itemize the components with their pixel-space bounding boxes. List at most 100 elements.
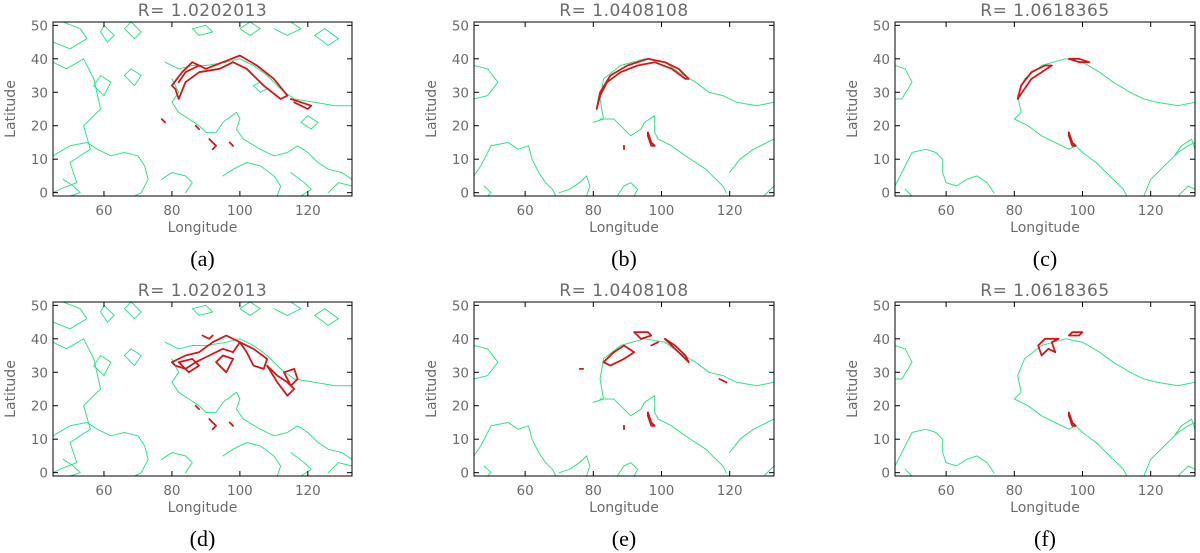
green-contour-d-0 xyxy=(53,302,88,330)
y-tick-label: 10 xyxy=(452,152,469,168)
green-contour-e-8 xyxy=(763,465,774,476)
panel-title: R= 1.0202013 xyxy=(138,281,267,301)
y-axis-label: Latitude xyxy=(424,360,440,418)
red-contour-e-0 xyxy=(602,344,636,367)
panel-caption: (b) xyxy=(611,246,637,271)
green-contour-d-10 xyxy=(164,338,352,387)
green-contour-a-17 xyxy=(327,182,352,194)
green-contour-f-4 xyxy=(904,468,913,476)
x-tick-label: 100 xyxy=(649,483,675,499)
y-axis-label: Latitude xyxy=(845,360,861,418)
green-contour-a-19 xyxy=(300,115,319,130)
x-tick-label: 60 xyxy=(95,203,112,219)
green-contour-a-8 xyxy=(93,75,112,97)
green-contour-d-5 xyxy=(239,302,261,316)
y-tick-label: 30 xyxy=(452,85,469,101)
red-contour-d-3 xyxy=(239,341,268,370)
panel-f: 60 80 100 120 0 10 20 30 40 50 R= 1.0618365 Longitu… xyxy=(845,281,1196,551)
x-tick-label: 100 xyxy=(227,203,253,219)
green-contour-d-15 xyxy=(222,442,282,476)
green-contour-c-2 xyxy=(1013,118,1128,196)
y-axis-label: Latitude xyxy=(845,80,861,138)
green-contour-d-8 xyxy=(93,355,112,377)
y-tick-label: 0 xyxy=(881,466,890,482)
y-axis-label: Latitude xyxy=(3,80,19,138)
x-tick-label: 60 xyxy=(95,483,112,499)
green-contour-e-0 xyxy=(474,345,499,380)
y-tick-label: 0 xyxy=(39,466,48,482)
green-contour-b-6 xyxy=(616,182,639,196)
green-contour-a-13 xyxy=(62,178,81,196)
panel-e: 60 80 100 120 0 10 20 30 40 50 R= 1.0408108 Longitu… xyxy=(424,281,775,551)
green-contour-a-6 xyxy=(273,22,302,36)
green-contour-b-8 xyxy=(763,185,774,196)
green-contour-f-6 xyxy=(1174,418,1195,437)
green-contour-e-2 xyxy=(599,395,727,474)
green-contour-b-3 xyxy=(474,142,557,196)
green-contour-d-17 xyxy=(327,462,352,474)
green-contour-a-4 xyxy=(191,24,214,36)
y-tick-label: 20 xyxy=(452,119,469,135)
y-tick-label: 40 xyxy=(31,332,48,348)
y-axis-label: Latitude xyxy=(424,80,440,138)
y-tick-label: 40 xyxy=(873,52,890,68)
y-tick-label: 40 xyxy=(452,332,469,348)
contours-e xyxy=(474,331,774,476)
panel-caption: (f) xyxy=(1034,526,1056,551)
red-contour-a-4 xyxy=(194,124,200,130)
green-contour-f-5 xyxy=(1143,422,1195,476)
red-contour-e-5 xyxy=(718,378,728,384)
green-contour-d-2 xyxy=(100,304,115,323)
green-contour-a-7 xyxy=(314,28,339,46)
green-contour-e-1 xyxy=(592,338,774,403)
red-contour-d-9 xyxy=(228,421,234,427)
y-tick-label: 50 xyxy=(452,298,469,314)
x-tick-label: 60 xyxy=(938,483,955,499)
green-contour-b-5 xyxy=(558,175,591,196)
panel-d: 60 80 100 120 0 10 20 30 40 50 R= 1.0202013 Longitu… xyxy=(3,281,353,551)
red-contour-b-1 xyxy=(647,131,656,147)
green-contour-a-14 xyxy=(161,172,193,194)
red-contour-f-0 xyxy=(1037,337,1060,357)
green-contour-c-4 xyxy=(904,188,913,196)
red-contour-a-6 xyxy=(228,141,234,147)
x-tick-label: 60 xyxy=(517,483,534,499)
red-contour-d-5 xyxy=(283,368,299,387)
green-contour-a-11 xyxy=(171,78,352,180)
x-tick-label: 120 xyxy=(717,203,743,219)
x-tick-label: 80 xyxy=(163,203,180,219)
red-contour-e-2 xyxy=(664,337,690,364)
y-tick-label: 20 xyxy=(31,399,48,415)
x-tick-label: 60 xyxy=(517,203,534,219)
green-contour-c-6 xyxy=(1174,138,1195,157)
green-contour-a-5 xyxy=(239,22,261,36)
red-contour-a-3 xyxy=(160,118,166,124)
x-tick-label: 60 xyxy=(938,203,955,219)
red-contour-e-1 xyxy=(633,331,653,340)
green-contour-a-2 xyxy=(100,24,115,43)
y-tick-label: 50 xyxy=(873,18,890,34)
y-tick-label: 30 xyxy=(31,85,48,101)
green-contour-a-1 xyxy=(53,58,102,194)
red-contour-d-2 xyxy=(215,354,234,374)
y-tick-label: 20 xyxy=(873,119,890,135)
panel-title: R= 1.0618365 xyxy=(980,281,1109,301)
red-contour-c-2 xyxy=(1068,131,1077,147)
panel-caption: (c) xyxy=(1033,246,1057,271)
plot-frame xyxy=(473,301,775,477)
green-contour-b-7 xyxy=(729,138,774,174)
y-tick-label: 50 xyxy=(873,298,890,314)
green-contour-d-9 xyxy=(123,348,142,367)
red-contour-d-7 xyxy=(194,404,200,410)
y-tick-label: 40 xyxy=(452,52,469,68)
y-tick-label: 0 xyxy=(460,466,469,482)
panel-caption: (e) xyxy=(612,526,636,551)
green-contour-e-5 xyxy=(558,455,591,476)
contours-a xyxy=(53,22,352,196)
green-contour-d-16 xyxy=(290,452,312,476)
x-tick-label: 80 xyxy=(585,203,602,219)
red-contour-e-3 xyxy=(650,341,659,347)
x-axis-label: Longitude xyxy=(1010,500,1080,516)
contours-d xyxy=(53,302,352,476)
